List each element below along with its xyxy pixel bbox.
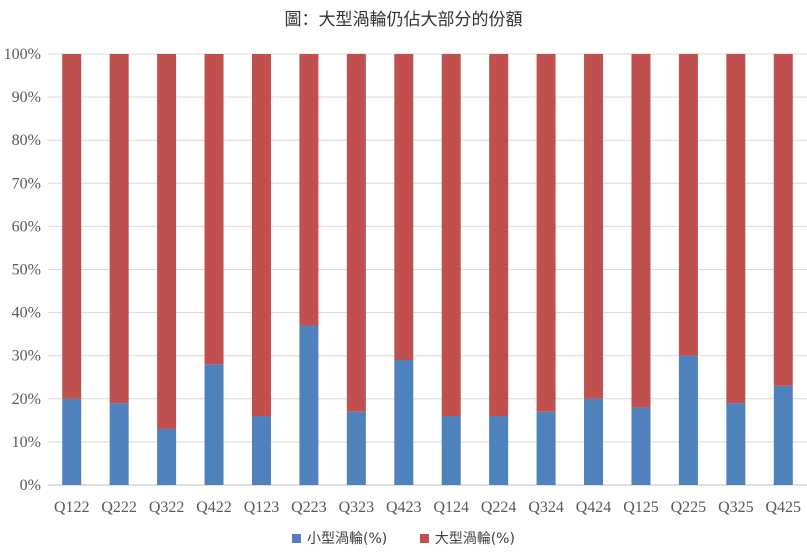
bar-segment-large-turbine (631, 54, 651, 408)
y-tick-label: 60% (12, 218, 41, 235)
bar-segment-small-turbine (489, 416, 509, 485)
bar-segment-large-turbine (299, 54, 319, 326)
bar-segment-small-turbine (536, 411, 556, 485)
legend-swatch-small (292, 533, 302, 543)
x-tick-label: Q125 (623, 499, 659, 516)
y-tick-label: 70% (12, 175, 41, 192)
x-tick-label: Q422 (196, 499, 232, 516)
legend-label-small: 小型渦輪(%) (307, 531, 388, 547)
bar-segment-large-turbine (489, 54, 509, 417)
x-tick-label: Q324 (528, 499, 564, 516)
bar-segment-large-turbine (726, 54, 746, 404)
x-tick-label: Q325 (718, 499, 754, 516)
x-axis-labels: Q122 Q222 Q322 Q422 Q123 Q223 Q323 Q423 Q124 Q224… (54, 499, 801, 516)
x-tick-label: Q423 (386, 499, 422, 516)
bar-segment-small-turbine (204, 364, 224, 485)
x-tick-label: Q124 (433, 499, 469, 516)
bar-segment-small-turbine (773, 385, 793, 485)
bar-segment-small-turbine (726, 403, 746, 485)
y-tick-label: 20% (12, 391, 41, 408)
bar-segment-large-turbine (251, 54, 271, 417)
legend-swatch-large (419, 533, 429, 543)
x-tick-label: Q225 (671, 499, 707, 516)
x-tick-label: Q123 (244, 499, 280, 516)
x-tick-label: Q122 (54, 499, 90, 516)
x-tick-label: Q323 (339, 499, 375, 516)
y-tick-label: 100% (4, 46, 41, 63)
y-axis-labels: 0% 10% 20% 30% 40% 50% 60% 70% 80% 90% 100% (4, 46, 41, 494)
bar-segment-small-turbine (441, 416, 461, 485)
y-tick-label: 30% (12, 348, 41, 365)
bar-segment-large-turbine (346, 54, 366, 412)
x-tick-label: Q322 (149, 499, 185, 516)
bar-segment-large-turbine (536, 54, 556, 412)
bar-segment-small-turbine (678, 355, 698, 485)
bar-segment-large-turbine (773, 54, 793, 386)
bar-segment-small-turbine (251, 416, 271, 485)
y-tick-label: 80% (12, 132, 41, 149)
bar-segment-small-turbine (394, 360, 414, 485)
bar-segment-small-turbine (109, 403, 129, 485)
bar-segment-large-turbine (109, 54, 129, 404)
y-tick-label: 50% (12, 262, 41, 279)
bar-segment-small-turbine (631, 407, 651, 485)
y-tick-label: 40% (12, 305, 41, 322)
bar-segment-large-turbine (394, 54, 414, 361)
legend-item-large-turbine: 大型渦輪(%) (419, 528, 515, 548)
bar-segment-small-turbine (299, 325, 319, 485)
y-tick-label: 90% (12, 89, 41, 106)
legend-item-small-turbine: 小型渦輪(%) (292, 528, 387, 548)
y-tick-label: 0% (20, 477, 41, 494)
bar-segment-large-turbine (441, 54, 461, 417)
x-tick-label: Q424 (576, 499, 612, 516)
x-tick-label: Q425 (766, 499, 802, 516)
bar-segment-large-turbine (584, 54, 604, 399)
legend: 小型渦輪(%) 大型渦輪(%) (0, 528, 807, 548)
chart-title: 圖：大型渦輪仍佔大部分的份額 (284, 10, 523, 30)
bar-segment-large-turbine (157, 54, 177, 429)
x-tick-label: Q223 (291, 499, 327, 516)
bar-segment-large-turbine (678, 54, 698, 356)
bar-segment-small-turbine (584, 398, 604, 485)
bar-segment-large-turbine (62, 54, 82, 399)
x-tick-label: Q224 (481, 499, 517, 516)
bar-segment-small-turbine (157, 428, 177, 485)
bar-segment-small-turbine (346, 411, 366, 485)
bars (62, 54, 793, 485)
x-tick-label: Q222 (101, 499, 137, 516)
y-tick-label: 10% (12, 434, 41, 451)
bar-segment-large-turbine (204, 54, 224, 365)
legend-label-large: 大型渦輪(%) (434, 531, 515, 547)
bar-segment-small-turbine (62, 398, 82, 485)
